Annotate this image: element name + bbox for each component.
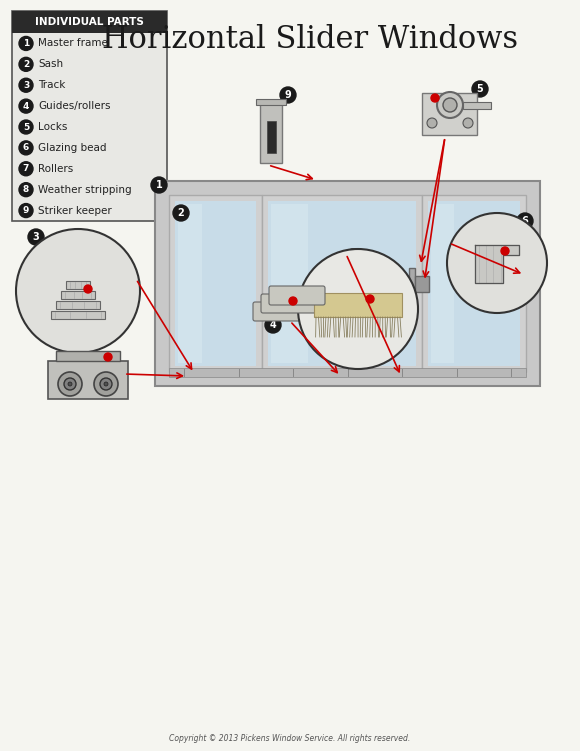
Circle shape [173, 205, 189, 221]
Text: 3: 3 [32, 232, 39, 242]
Circle shape [345, 249, 361, 265]
Circle shape [104, 353, 112, 361]
Bar [169, 368, 526, 377]
Circle shape [16, 229, 140, 353]
Text: Sash: Sash [38, 59, 63, 69]
Bar [422, 93, 477, 135]
Text: 5: 5 [477, 84, 483, 94]
Circle shape [447, 213, 547, 313]
Circle shape [19, 120, 33, 134]
Circle shape [443, 98, 457, 112]
Circle shape [280, 87, 296, 103]
Bar [268, 201, 416, 366]
Polygon shape [475, 245, 519, 283]
Bar [432, 204, 454, 363]
Bar [56, 301, 100, 309]
Bar [429, 201, 520, 366]
Text: 7: 7 [23, 164, 29, 173]
Text: 5: 5 [23, 122, 29, 131]
Circle shape [289, 297, 297, 305]
Text: 6: 6 [23, 143, 29, 152]
Text: 8: 8 [350, 252, 357, 262]
Circle shape [64, 378, 76, 390]
FancyBboxPatch shape [269, 286, 325, 305]
Text: 1: 1 [23, 39, 29, 48]
Circle shape [84, 285, 92, 293]
Text: Glazing bead: Glazing bead [38, 143, 107, 153]
Text: 7: 7 [67, 342, 74, 352]
Circle shape [431, 94, 439, 102]
Bar [415, 276, 429, 291]
Bar [260, 101, 282, 163]
Bar [169, 195, 262, 372]
Circle shape [19, 182, 33, 197]
Text: Master frame: Master frame [38, 38, 108, 49]
Text: 1: 1 [155, 180, 162, 190]
Text: 3: 3 [23, 80, 29, 89]
Text: 6: 6 [521, 216, 528, 226]
Text: 4: 4 [23, 101, 29, 110]
Text: Weather stripping: Weather stripping [38, 185, 132, 195]
Text: Horizontal Slider Windows: Horizontal Slider Windows [102, 24, 518, 55]
Circle shape [463, 118, 473, 128]
Text: 4: 4 [270, 320, 277, 330]
Bar [61, 291, 95, 299]
Bar [262, 195, 422, 372]
FancyBboxPatch shape [253, 302, 309, 321]
Circle shape [100, 378, 112, 390]
Bar [169, 195, 526, 372]
FancyBboxPatch shape [261, 294, 317, 313]
Circle shape [19, 141, 33, 155]
Text: 2: 2 [177, 208, 184, 218]
Circle shape [62, 339, 78, 355]
Bar [267, 121, 276, 153]
Circle shape [19, 204, 33, 218]
Circle shape [437, 92, 463, 118]
Bar [314, 293, 402, 317]
Text: Track: Track [38, 80, 66, 90]
Circle shape [94, 372, 118, 396]
Text: 2: 2 [23, 60, 29, 69]
Text: 9: 9 [285, 90, 291, 100]
Circle shape [366, 295, 374, 303]
Circle shape [19, 57, 33, 71]
Bar [422, 195, 526, 372]
Circle shape [472, 81, 488, 97]
Text: Striker keeper: Striker keeper [38, 206, 112, 216]
Bar [175, 201, 256, 366]
Circle shape [19, 37, 33, 50]
Circle shape [58, 372, 82, 396]
Circle shape [68, 382, 72, 386]
Circle shape [298, 249, 418, 369]
Circle shape [19, 78, 33, 92]
Bar [271, 204, 308, 363]
Bar [463, 102, 491, 109]
Bar [409, 267, 415, 300]
Circle shape [501, 247, 509, 255]
Circle shape [151, 177, 167, 193]
Bar [178, 204, 202, 363]
Bar [256, 99, 286, 105]
Text: Rollers: Rollers [38, 164, 73, 173]
Bar [51, 311, 105, 319]
Text: 8: 8 [23, 185, 29, 195]
Text: Copyright © 2013 Pickens Window Service. All rights reserved.: Copyright © 2013 Pickens Window Service.… [169, 734, 411, 743]
Text: INDIVIDUAL PARTS: INDIVIDUAL PARTS [35, 17, 144, 27]
Circle shape [19, 161, 33, 176]
Text: Guides/rollers: Guides/rollers [38, 101, 111, 111]
Circle shape [517, 213, 533, 229]
Bar [48, 361, 128, 399]
Bar [155, 181, 540, 386]
Circle shape [427, 118, 437, 128]
Circle shape [104, 382, 108, 386]
Circle shape [28, 229, 44, 245]
Bar [66, 281, 90, 289]
Text: 9: 9 [23, 206, 29, 215]
Circle shape [19, 99, 33, 113]
FancyBboxPatch shape [12, 11, 167, 221]
FancyBboxPatch shape [12, 11, 167, 33]
Circle shape [265, 317, 281, 333]
Text: Locks: Locks [38, 122, 67, 132]
Bar [56, 351, 120, 361]
